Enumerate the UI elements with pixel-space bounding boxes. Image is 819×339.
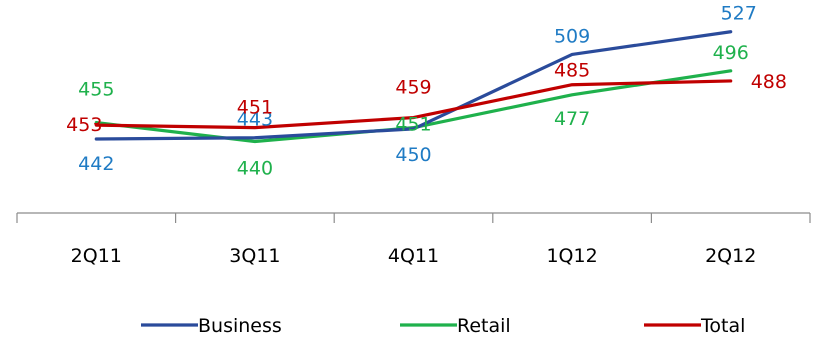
x-axis [16,212,811,223]
x-tick-labels: 2Q11 3Q11 4Q11 1Q12 2Q12 [71,245,757,267]
series-line-business [94,30,733,141]
data-label-retail: 451 [395,114,431,136]
data-label-business: 442 [78,153,114,175]
data-label-retail: 477 [554,108,590,130]
series-line-total [94,79,733,130]
data-label-business: 527 [721,3,757,25]
data-label-total: 488 [751,71,787,93]
data-label-total: 459 [395,77,431,99]
x-tick-label: 4Q11 [388,245,439,267]
data-labels: 442 443 450 509 527 455 440 451 477 496 453 451 459 4… [66,3,787,180]
data-label-business: 443 [237,109,273,131]
data-label-total: 453 [66,114,102,136]
x-tick-label: 3Q11 [229,245,280,267]
series-lines [94,30,733,144]
data-label-retail: 440 [237,158,273,180]
data-label-total: 451 [237,97,273,119]
x-tick-label: 1Q12 [546,245,597,267]
data-label-retail: 496 [713,42,749,64]
legend-label-retail: Retail [457,315,511,337]
legend-label-business: Business [198,315,282,337]
legend: Business Retail Total [141,315,745,337]
legend-label-total: Total [700,315,745,337]
data-label-business: 509 [554,25,590,47]
data-label-total: 485 [554,60,590,82]
x-tick-label: 2Q11 [71,245,122,267]
data-label-retail: 455 [78,79,114,101]
x-tick-label: 2Q12 [705,245,756,267]
data-label-business: 450 [395,144,431,166]
